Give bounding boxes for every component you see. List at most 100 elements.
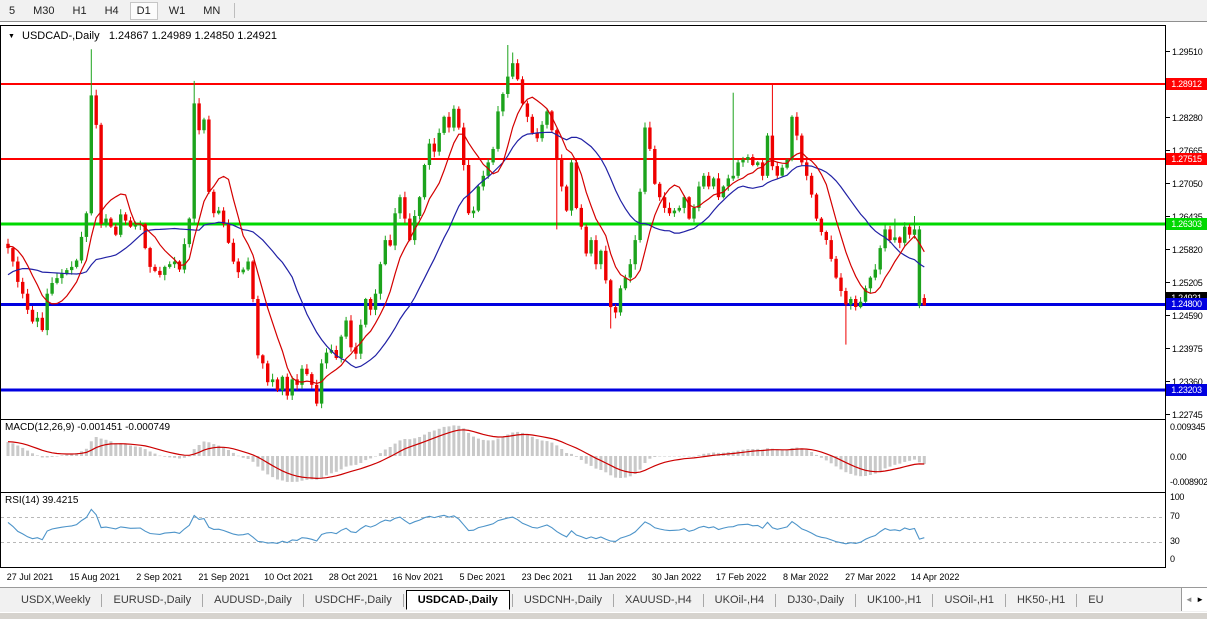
chart-tab-usdx-weekly[interactable]: USDX,Weekly — [21, 594, 91, 606]
timeframe-button-h4[interactable]: H4 — [104, 4, 119, 17]
tab-separator — [855, 593, 857, 607]
date-axis: 27 Jul 2021 15 Aug 2021 2 Sep 2021 21 Sep 2… — [0, 569, 1166, 586]
tab-separator — [202, 593, 204, 607]
chart-title: ▼ USDCAD-,Daily 1.24867 1.24989 1.24850 … — [8, 30, 277, 42]
tab-separator — [402, 593, 404, 607]
date-axis-label: 11 Jan 2022 — [587, 572, 637, 582]
tab-separator — [302, 593, 304, 607]
rsi-scale-0: 0 — [1170, 554, 1175, 564]
timeframe-toolbar: 5 M30 H1 H4 D1 W1 MN — [0, 0, 1207, 22]
macd-panel[interactable]: MACD(12,26,9) -0.001451 -0.000749 — [0, 419, 1166, 493]
price-tick-mark — [1166, 117, 1170, 119]
price-tick-mark — [1166, 51, 1170, 53]
chart-tab-usdchf-daily[interactable]: USDCHF-,Daily — [314, 594, 392, 606]
level-price-badge: 1.24800 — [1166, 298, 1207, 311]
chart-tab-ukoil-h4[interactable]: UKOil-,H4 — [714, 594, 765, 606]
chart-tab-uk100-h1[interactable]: UK100-,H1 — [867, 594, 922, 606]
rsi-label: RSI(14) 39.4215 — [5, 495, 79, 506]
chart-tab-hk50-h1[interactable]: HK50-,H1 — [1016, 594, 1066, 606]
price-tick-label: 1.27050 — [1172, 178, 1203, 189]
price-scale[interactable]: 1.29510 1.28280 1.27665 1.27050 1.26435 1.258… — [1166, 25, 1207, 568]
price-tick-mark — [1166, 150, 1170, 152]
chart-tab-bar: USDX,Weekly EURUSD-,Daily AUDUSD-,Daily USD… — [0, 587, 1207, 612]
timeframe-button-m30[interactable]: M30 — [33, 4, 55, 17]
tab-separator — [101, 593, 103, 607]
price-tick-label: 1.25820 — [1172, 244, 1203, 255]
chart-menu-triangle-icon[interactable]: ▼ — [8, 33, 15, 40]
price-tick-mark — [1166, 348, 1170, 350]
tab-scroll-right-icon[interactable]: ► — [1196, 595, 1204, 604]
tab-scroll-left-icon[interactable]: ◄ — [1185, 595, 1193, 604]
chart-tab-eu[interactable]: EU — [1088, 594, 1104, 606]
price-tick-mark — [1166, 315, 1170, 317]
level-price-badge: 1.27515 — [1166, 152, 1207, 165]
price-tick-mark — [1166, 216, 1170, 218]
price-tick-label: 1.24590 — [1172, 310, 1203, 321]
chart-tab-usoil-h1[interactable]: USOil-,H1 — [944, 594, 994, 606]
price-tick-label: 1.23975 — [1172, 343, 1203, 354]
macd-scale-min: -0.008902 — [1170, 477, 1207, 487]
level-price-badge: 1.26303 — [1166, 217, 1207, 230]
price-tick-mark — [1166, 282, 1170, 284]
timeframe-button-w1[interactable]: W1 — [168, 4, 186, 17]
rsi-chart-canvas[interactable] — [1, 493, 1165, 567]
macd-chart-canvas[interactable] — [1, 420, 1165, 492]
price-tick-label: 1.22745 — [1172, 409, 1203, 420]
date-axis-label: 27 Mar 2022 — [845, 572, 896, 582]
status-strip — [0, 612, 1207, 619]
macd-scale-zero: 0.00 — [1170, 452, 1187, 462]
main-chart-panel[interactable]: ▼ USDCAD-,Daily 1.24867 1.24989 1.24850 … — [0, 25, 1166, 420]
tab-separator — [702, 593, 704, 607]
date-axis-label: 21 Sep 2021 — [198, 572, 250, 582]
chart-symbol-period: USDCAD-,Daily — [22, 30, 100, 42]
toolbar-separator — [234, 3, 236, 18]
price-tick-label: 1.23360 — [1172, 376, 1203, 387]
date-axis-label: 23 Dec 2021 — [521, 572, 573, 582]
price-tick-mark — [1166, 381, 1170, 383]
timeframe-button-mn[interactable]: MN — [203, 4, 221, 17]
chart-tab-dj30-daily[interactable]: DJ30-,Daily — [787, 594, 845, 606]
timeframe-button-5[interactable]: 5 — [9, 4, 16, 17]
tab-separator — [932, 593, 934, 607]
date-axis-label: 15 Aug 2021 — [69, 572, 120, 582]
rsi-scale-70: 70 — [1170, 511, 1180, 521]
rsi-panel[interactable]: RSI(14) 39.4215 — [0, 492, 1166, 568]
tab-separator — [511, 593, 513, 607]
date-axis-label: 17 Feb 2022 — [715, 572, 767, 582]
timeframe-button-d1[interactable]: D1 — [129, 1, 158, 20]
tab-scroll-controls: ◄ ► — [1181, 588, 1207, 611]
date-axis-label: 14 Apr 2022 — [910, 572, 960, 582]
price-tick-label: 1.25205 — [1172, 277, 1203, 288]
rsi-scale-100: 100 — [1170, 492, 1185, 502]
date-axis-label: 27 Jul 2021 — [6, 572, 54, 582]
chart-ohlc-values: 1.24867 1.24989 1.24850 1.24921 — [108, 30, 278, 42]
date-axis-label: 30 Jan 2022 — [651, 572, 702, 582]
tab-separator — [775, 593, 777, 607]
date-axis-label: 2 Sep 2021 — [136, 572, 183, 582]
price-tick-mark — [1166, 183, 1170, 185]
date-axis-label: 28 Oct 2021 — [328, 572, 378, 582]
date-axis-label: 5 Dec 2021 — [459, 572, 506, 582]
candlestick-chart-canvas[interactable] — [1, 26, 1165, 419]
price-tick-label: 1.29510 — [1172, 46, 1203, 57]
level-price-badge: 1.23203 — [1166, 384, 1207, 396]
chart-tab-xauusd-h4[interactable]: XAUUSD-,H4 — [625, 594, 692, 606]
tab-separator — [1076, 593, 1078, 607]
date-axis-label: 8 Mar 2022 — [783, 572, 829, 582]
macd-label: MACD(12,26,9) -0.001451 -0.000749 — [5, 422, 171, 433]
date-axis-label: 10 Oct 2021 — [264, 572, 314, 582]
chart-tab-usdcad-daily[interactable]: USDCAD-,Daily — [405, 590, 510, 610]
timeframe-button-h1[interactable]: H1 — [72, 4, 87, 17]
macd-scale-max: 0.009345 — [1170, 422, 1206, 432]
price-tick-label: 1.28280 — [1172, 112, 1203, 123]
rsi-scale-30: 30 — [1170, 536, 1180, 546]
price-tick-mark — [1166, 414, 1170, 416]
chart-tab-eurusd-daily[interactable]: EURUSD-,Daily — [113, 594, 192, 606]
chart-tab-audusd-daily[interactable]: AUDUSD-,Daily — [214, 594, 292, 606]
price-tick-mark — [1166, 249, 1170, 251]
level-price-badge: 1.28912 — [1166, 78, 1207, 90]
chart-tab-usdcnh-daily[interactable]: USDCNH-,Daily — [523, 594, 603, 606]
price-tick-label: 1.27665 — [1172, 145, 1203, 156]
tab-separator — [1004, 593, 1006, 607]
